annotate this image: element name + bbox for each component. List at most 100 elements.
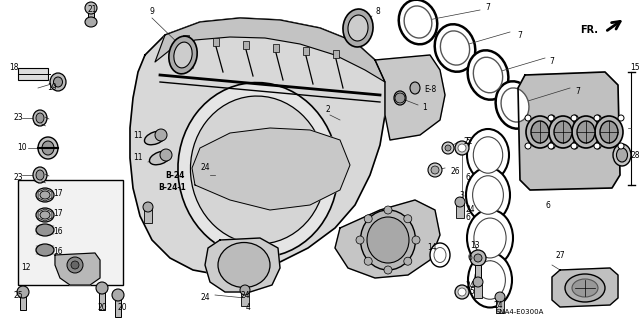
- Ellipse shape: [526, 116, 554, 148]
- Text: 1: 1: [422, 103, 428, 113]
- Ellipse shape: [549, 116, 577, 148]
- Ellipse shape: [42, 141, 54, 155]
- Text: 24: 24: [200, 164, 210, 173]
- Circle shape: [455, 197, 465, 207]
- Ellipse shape: [410, 82, 420, 94]
- Text: 6: 6: [468, 254, 472, 263]
- Circle shape: [458, 144, 466, 152]
- Bar: [475, 265, 481, 285]
- Circle shape: [572, 143, 578, 149]
- Ellipse shape: [174, 42, 192, 68]
- Ellipse shape: [501, 88, 529, 122]
- Text: E-8: E-8: [424, 85, 436, 94]
- Text: 2: 2: [326, 106, 330, 115]
- Circle shape: [364, 257, 372, 265]
- Circle shape: [240, 285, 250, 295]
- Text: 22: 22: [463, 137, 473, 146]
- Bar: [18, 180, 123, 285]
- Circle shape: [455, 141, 469, 155]
- Text: 7: 7: [518, 31, 522, 40]
- Circle shape: [384, 206, 392, 214]
- Text: 18: 18: [9, 63, 19, 72]
- Ellipse shape: [33, 167, 47, 183]
- Circle shape: [594, 143, 600, 149]
- Polygon shape: [155, 18, 385, 82]
- Text: 7: 7: [486, 4, 490, 12]
- Circle shape: [17, 286, 29, 298]
- Circle shape: [364, 215, 372, 223]
- Text: 12: 12: [21, 263, 31, 272]
- Circle shape: [595, 115, 601, 121]
- Text: 23: 23: [13, 114, 23, 122]
- Circle shape: [473, 277, 483, 287]
- Text: 14: 14: [427, 243, 437, 253]
- Ellipse shape: [218, 242, 270, 287]
- Text: 24: 24: [465, 205, 475, 214]
- Ellipse shape: [468, 253, 512, 308]
- Text: 16: 16: [53, 248, 63, 256]
- Ellipse shape: [595, 116, 623, 148]
- Circle shape: [572, 115, 578, 121]
- Text: 13: 13: [470, 241, 480, 249]
- Circle shape: [442, 142, 454, 154]
- Circle shape: [160, 149, 172, 161]
- Text: 23: 23: [13, 174, 23, 182]
- Circle shape: [455, 285, 469, 299]
- Ellipse shape: [348, 15, 368, 41]
- Bar: [496, 297, 504, 313]
- Polygon shape: [375, 55, 445, 140]
- Text: SNA4-E0300A: SNA4-E0300A: [496, 309, 544, 315]
- Text: FR.: FR.: [580, 25, 598, 35]
- Circle shape: [548, 143, 554, 149]
- Polygon shape: [55, 253, 100, 285]
- Bar: [99, 288, 105, 310]
- Circle shape: [571, 115, 577, 121]
- Ellipse shape: [404, 6, 432, 38]
- Ellipse shape: [468, 50, 508, 100]
- Circle shape: [85, 2, 97, 14]
- Ellipse shape: [150, 151, 170, 165]
- Text: 3: 3: [460, 190, 465, 199]
- Bar: [474, 282, 482, 298]
- Ellipse shape: [36, 244, 54, 256]
- Text: 8: 8: [376, 8, 380, 17]
- Circle shape: [618, 115, 624, 121]
- Ellipse shape: [466, 167, 510, 222]
- Bar: [20, 292, 26, 310]
- Ellipse shape: [474, 137, 502, 173]
- Circle shape: [458, 288, 466, 296]
- Text: 7: 7: [575, 87, 580, 97]
- Circle shape: [384, 266, 392, 274]
- Bar: [144, 207, 152, 223]
- Circle shape: [67, 257, 83, 273]
- Ellipse shape: [572, 116, 600, 148]
- Text: 24: 24: [465, 280, 475, 290]
- Ellipse shape: [435, 24, 476, 72]
- Ellipse shape: [475, 261, 506, 299]
- Text: 27: 27: [555, 250, 565, 259]
- Ellipse shape: [616, 148, 627, 162]
- Circle shape: [571, 143, 577, 149]
- Ellipse shape: [367, 217, 409, 263]
- Text: 6: 6: [545, 201, 550, 210]
- Text: B-24: B-24: [165, 170, 185, 180]
- Text: 28: 28: [630, 151, 640, 160]
- Bar: [303, 47, 309, 55]
- Circle shape: [404, 215, 412, 223]
- Ellipse shape: [169, 36, 197, 74]
- Ellipse shape: [531, 121, 549, 143]
- Text: B-24-1: B-24-1: [158, 183, 186, 192]
- Ellipse shape: [472, 176, 504, 214]
- Ellipse shape: [36, 188, 54, 202]
- Ellipse shape: [40, 211, 50, 219]
- Bar: [243, 41, 249, 49]
- Circle shape: [143, 202, 153, 212]
- Ellipse shape: [577, 121, 595, 143]
- Bar: [333, 50, 339, 58]
- Bar: [241, 290, 249, 306]
- Ellipse shape: [613, 144, 631, 166]
- Polygon shape: [552, 268, 618, 307]
- Circle shape: [395, 93, 405, 103]
- Polygon shape: [205, 238, 280, 292]
- Ellipse shape: [50, 73, 66, 91]
